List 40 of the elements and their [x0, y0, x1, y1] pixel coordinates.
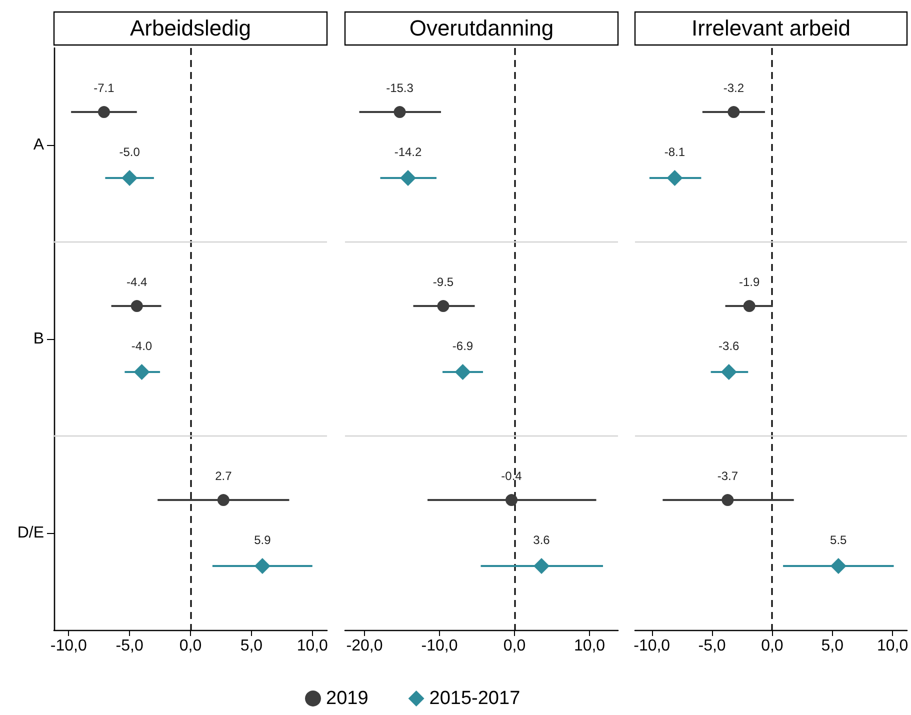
data-label: 3.6 — [533, 532, 550, 547]
data-label: 2.7 — [215, 469, 232, 484]
legend-label: 2019 — [326, 688, 368, 709]
data-label: -9.5 — [432, 275, 454, 290]
data-label: -5.0 — [119, 144, 140, 159]
data-label: 5.9 — [254, 532, 272, 547]
x-tick-label: 5,0 — [821, 638, 844, 654]
x-tick-label: 0,0 — [179, 638, 202, 654]
x-tick-label: 10,0 — [574, 638, 606, 654]
x-tick-label: 0,0 — [761, 638, 784, 654]
data-label: -0.4 — [501, 469, 522, 484]
data-label: -3.6 — [718, 338, 740, 353]
data-label: -6.9 — [452, 338, 474, 353]
x-tick-label: -20,0 — [346, 638, 383, 654]
data-label: 5.5 — [830, 532, 848, 547]
x-tick-label: -5,0 — [116, 638, 144, 654]
legend-label: 2015-2017 — [429, 688, 520, 709]
chart-title: Irrelevant arbeid — [692, 16, 850, 40]
data-label: -4.4 — [126, 275, 148, 290]
x-tick-label: 0,0 — [503, 638, 526, 654]
x-tick-label: 10,0 — [876, 638, 908, 654]
chart-title: Arbeidsledig — [130, 16, 252, 40]
x-tick-label: -10,0 — [50, 638, 87, 654]
data-label: -7.1 — [94, 81, 115, 96]
data-label: -4.0 — [131, 338, 152, 353]
x-tick-label: -10,0 — [634, 638, 670, 654]
y-tick-label: D/E — [17, 524, 44, 542]
x-tick-label: 5,0 — [240, 638, 263, 654]
x-tick-label: -5,0 — [698, 638, 726, 654]
data-label: -15.3 — [386, 81, 414, 96]
chart-title: Overutdanning — [409, 16, 554, 40]
y-tick-label: B — [33, 330, 44, 348]
data-label: -1.9 — [738, 275, 760, 290]
x-tick-label: -10,0 — [421, 638, 458, 654]
y-tick-label: A — [33, 136, 44, 154]
x-tick-label: 10,0 — [296, 638, 328, 654]
data-label: -3.7 — [717, 469, 738, 484]
data-label: -8.1 — [664, 144, 686, 159]
data-label: -3.2 — [723, 81, 744, 96]
data-label: -14.2 — [394, 144, 422, 159]
